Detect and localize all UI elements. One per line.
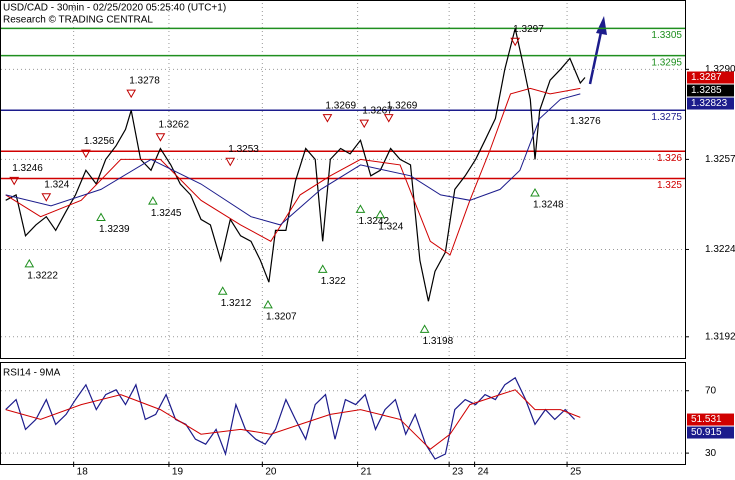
price-box: [687, 413, 734, 426]
annotation-label: 1.3269: [325, 100, 356, 111]
y-tick-label: 1.3257: [705, 154, 735, 165]
level-label: 1.3305: [651, 30, 682, 41]
level-label: 1.326: [657, 153, 682, 164]
x-tick-label: 20: [265, 467, 277, 478]
y-tick-label: 1.3290: [705, 64, 735, 75]
price-box: [687, 426, 734, 439]
high-marker: [81, 149, 91, 159]
annotation-label: 1.3276: [570, 116, 601, 127]
high-marker: [383, 114, 394, 123]
high-marker: [225, 157, 236, 167]
chart-subtitle: Research © TRADING CENTRAL: [3, 15, 153, 26]
x-tick-label: 25: [570, 467, 582, 478]
price-box-label: 51.531: [691, 414, 722, 425]
x-tick-label: 21: [361, 467, 373, 478]
high-marker: [126, 89, 137, 99]
annotation-label: 1.3278: [129, 76, 160, 87]
high-marker: [510, 37, 521, 47]
series-line: [5, 376, 576, 460]
chart-title: USD/CAD - 30min - 02/25/2020 05:25:40 (U…: [3, 3, 226, 14]
annotation-label: 1.3262: [158, 119, 189, 130]
low-marker: [217, 286, 228, 295]
annotation-label: 1.3198: [423, 336, 454, 347]
rsi-pane-frame: [0, 362, 686, 465]
high-marker: [359, 119, 370, 129]
series-line: [5, 389, 581, 450]
level-label: 1.3275: [651, 112, 682, 123]
price-box: [687, 84, 734, 97]
price-box-label: 1.32823: [691, 98, 728, 109]
price-box: [687, 71, 734, 84]
y-tick-label: 70: [705, 385, 717, 396]
x-tick-label: 24: [478, 467, 490, 478]
annotation-label: 1.324: [378, 221, 403, 232]
price-box-label: 1.3287: [691, 72, 722, 83]
low-marker: [355, 204, 366, 213]
y-tick-label: 30: [705, 448, 717, 459]
x-tick-label: 18: [77, 467, 89, 478]
annotation-label: 1.3248: [533, 200, 564, 211]
level-label: 1.3295: [651, 57, 682, 68]
high-marker: [322, 114, 333, 123]
annotation-label: 1.3297: [513, 24, 544, 35]
annotation-label: 1.3267: [362, 106, 393, 117]
annotation-label: 1.3212: [221, 298, 252, 309]
low-marker: [375, 209, 386, 219]
forecast-arrow: [588, 16, 607, 85]
arrow-shaft: [588, 31, 603, 85]
annotation-label: 1.3242: [358, 216, 389, 227]
price-box: [687, 97, 734, 110]
annotation-label: 1.3239: [99, 224, 130, 235]
annotation-label: 1.3269: [387, 100, 418, 111]
rsi-title: RSI14 - 9MA: [3, 368, 61, 379]
annotation-label: 1.3207: [266, 312, 297, 323]
low-marker: [419, 324, 430, 333]
annotation-label: 1.324: [44, 179, 69, 190]
annotation-label: 1.3222: [27, 271, 58, 282]
low-marker: [24, 258, 35, 268]
annotation-label: 1.3246: [12, 163, 43, 174]
arrow-head: [596, 16, 607, 35]
low-marker: [530, 187, 540, 197]
low-marker: [263, 299, 273, 309]
price-pane-frame: [0, 0, 686, 359]
annotation-label: 1.3253: [228, 144, 259, 155]
low-marker: [317, 264, 328, 273]
high-marker: [9, 176, 20, 186]
series-line: [5, 87, 581, 256]
series-line: [5, 93, 581, 226]
level-label: 1.325: [657, 180, 682, 191]
high-marker: [155, 133, 166, 142]
x-tick-label: 19: [172, 467, 184, 478]
high-marker: [41, 193, 52, 202]
y-tick-label: 1.3224: [705, 244, 735, 255]
low-marker: [96, 212, 106, 222]
annotation-label: 1.3245: [151, 208, 182, 219]
annotation-label: 1.322: [321, 276, 346, 287]
y-tick-label: 1.3192: [705, 331, 735, 342]
annotation-label: 1.3256: [84, 136, 115, 147]
price-box-label: 1.3285: [691, 85, 722, 96]
x-tick-label: 23: [452, 467, 464, 478]
series-line: [5, 28, 586, 302]
low-marker: [148, 196, 158, 205]
price-box-label: 50.915: [691, 427, 722, 438]
